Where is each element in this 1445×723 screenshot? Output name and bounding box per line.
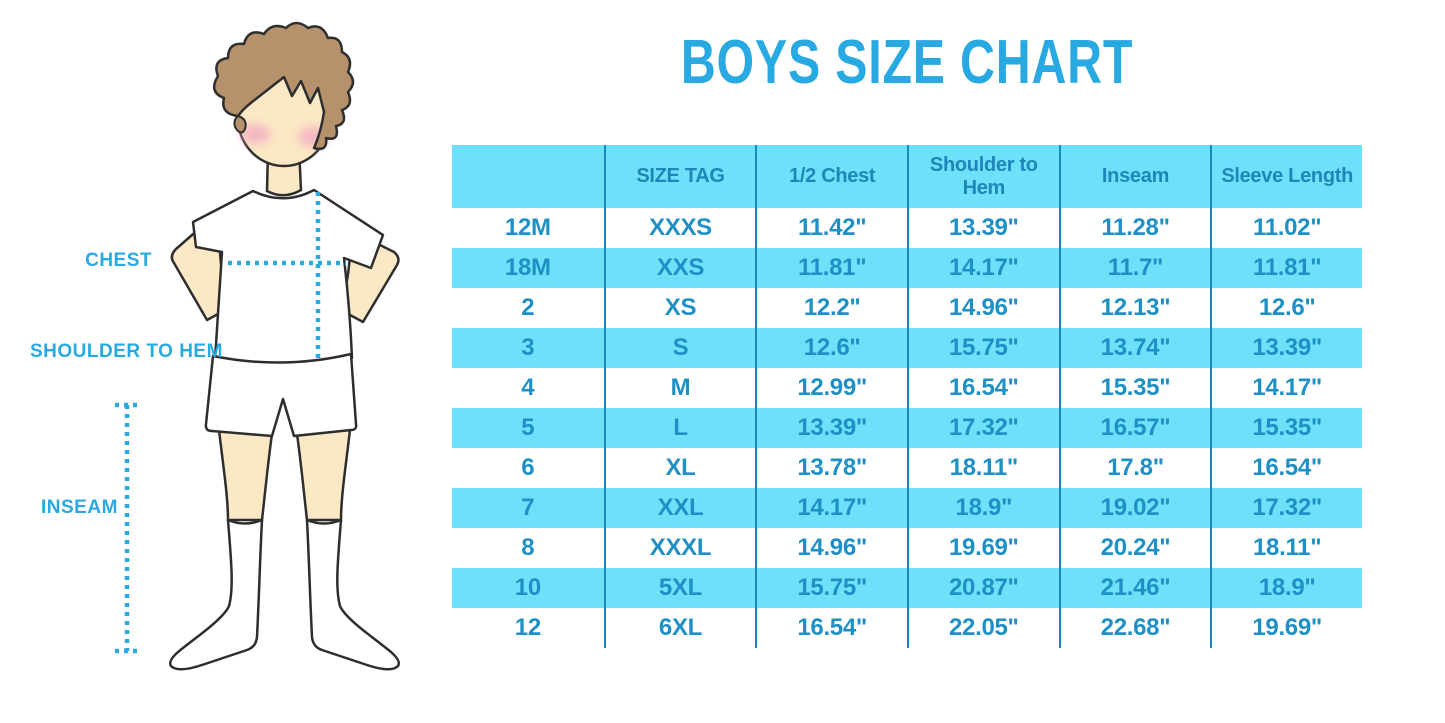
measurement-cell: 15.35" xyxy=(1059,368,1211,408)
measurement-cell: 15.75" xyxy=(755,568,907,608)
measurement-cell: 13.39" xyxy=(1210,328,1362,368)
measurement-cell: 13.78" xyxy=(755,448,907,488)
table-header-row: SIZE TAG 1/2 Chest Shoulder to Hem Insea… xyxy=(452,145,1362,208)
measurement-cell: 20.87" xyxy=(907,568,1059,608)
shorts xyxy=(206,354,356,436)
table-row: 18MXXS11.81"14.17"11.7"11.81" xyxy=(452,248,1362,288)
right-leg xyxy=(297,430,350,520)
size-cell: 2 xyxy=(452,288,604,328)
table-row: 5L13.39"17.32"16.57"15.35" xyxy=(452,408,1362,448)
size-cell: 18M xyxy=(452,248,604,288)
measurement-cell: 17.8" xyxy=(1059,448,1211,488)
measurement-cell: S xyxy=(604,328,756,368)
measurement-cell: XXXL xyxy=(604,528,756,568)
measurement-cell: 22.05" xyxy=(907,608,1059,648)
header-cell-shoulder-hem: Shoulder to Hem xyxy=(907,145,1059,208)
left-leg xyxy=(219,430,272,520)
measurement-cell: 18.9" xyxy=(1210,568,1362,608)
measurement-cell: XL xyxy=(604,448,756,488)
measurement-cell: 18.11" xyxy=(1210,528,1362,568)
size-cell: 6 xyxy=(452,448,604,488)
shoulder-to-hem-label: SHOULDER TO HEM xyxy=(30,341,223,363)
measurement-cell: 11.02" xyxy=(1210,208,1362,248)
measurement-cell: XS xyxy=(604,288,756,328)
measurement-cell: 14.96" xyxy=(907,288,1059,328)
measurement-cell: XXL xyxy=(604,488,756,528)
measurement-cell: 19.69" xyxy=(907,528,1059,568)
table-body: 12MXXXS11.42"13.39"11.28"11.02"18MXXS11.… xyxy=(452,208,1362,648)
measurement-cell: 17.32" xyxy=(907,408,1059,448)
header-cell-size-tag: SIZE TAG xyxy=(604,145,756,208)
size-cell: 3 xyxy=(452,328,604,368)
measurement-cell: 12.2" xyxy=(755,288,907,328)
measurement-cell: 11.28" xyxy=(1059,208,1211,248)
measurement-cell: 21.46" xyxy=(1059,568,1211,608)
measurement-cell: 15.35" xyxy=(1210,408,1362,448)
table-row: 2XS12.2"14.96"12.13"12.6" xyxy=(452,288,1362,328)
size-cell: 5 xyxy=(452,408,604,448)
measurement-cell: 13.74" xyxy=(1059,328,1211,368)
measurement-cell: XXS xyxy=(604,248,756,288)
measurement-cell: L xyxy=(604,408,756,448)
measurement-cell: 19.02" xyxy=(1059,488,1211,528)
measurement-cell: 12.13" xyxy=(1059,288,1211,328)
hair-side-lock xyxy=(234,116,245,133)
measurement-cell: 16.57" xyxy=(1059,408,1211,448)
header-cell-half-chest: 1/2 Chest xyxy=(755,145,907,208)
size-cell: 10 xyxy=(452,568,604,608)
measurement-cell: 14.17" xyxy=(907,248,1059,288)
table-row: 12MXXXS11.42"13.39"11.28"11.02" xyxy=(452,208,1362,248)
header-cell-size xyxy=(452,145,604,208)
measurement-cell: 18.11" xyxy=(907,448,1059,488)
table-row: 8XXXL14.96"19.69"20.24"18.11" xyxy=(452,528,1362,568)
table-row: 3S12.6"15.75"13.74"13.39" xyxy=(452,328,1362,368)
measurement-cell: 12.6" xyxy=(1210,288,1362,328)
size-cell: 8 xyxy=(452,528,604,568)
table-row: 126XL16.54"22.05"22.68"19.69" xyxy=(452,608,1362,648)
measurement-cell: M xyxy=(604,368,756,408)
measurement-cell: 13.39" xyxy=(907,208,1059,248)
measurement-cell: 16.54" xyxy=(755,608,907,648)
table-row: 105XL15.75"20.87"21.46"18.9" xyxy=(452,568,1362,608)
measurement-cell: 11.81" xyxy=(755,248,907,288)
table-row: 4M12.99"16.54"15.35"14.17" xyxy=(452,368,1362,408)
measurement-cell: 17.32" xyxy=(1210,488,1362,528)
size-cell: 12M xyxy=(452,208,604,248)
measurement-cell: 14.17" xyxy=(1210,368,1362,408)
measurement-cell: 18.9" xyxy=(907,488,1059,528)
page-title: BOYS SIZE CHART xyxy=(552,34,1262,92)
measurement-cell: 14.17" xyxy=(755,488,907,528)
header-cell-sleeve: Sleeve Length xyxy=(1210,145,1362,208)
measurement-cell: 11.7" xyxy=(1059,248,1211,288)
left-sock xyxy=(170,520,262,669)
measurement-cell: 12.6" xyxy=(755,328,907,368)
boys-size-chart-page: CHEST SHOULDER TO HEM INSEAM BOYS SIZE C… xyxy=(0,0,1445,723)
measurement-cell: 12.99" xyxy=(755,368,907,408)
measurement-cell: 13.39" xyxy=(755,408,907,448)
measurement-cell: 11.81" xyxy=(1210,248,1362,288)
measurement-cell: 16.54" xyxy=(1210,448,1362,488)
measurement-cell: 15.75" xyxy=(907,328,1059,368)
measurement-cell: 5XL xyxy=(604,568,756,608)
chest-label: CHEST xyxy=(30,250,152,272)
measurement-cell: 14.96" xyxy=(755,528,907,568)
inseam-label: INSEAM xyxy=(41,497,118,519)
measurement-cell: 6XL xyxy=(604,608,756,648)
table-row: 7XXL14.17"18.9"19.02"17.32" xyxy=(452,488,1362,528)
measurement-cell: 16.54" xyxy=(907,368,1059,408)
measurement-cell: XXXS xyxy=(604,208,756,248)
size-cell: 12 xyxy=(452,608,604,648)
size-cell: 4 xyxy=(452,368,604,408)
measurement-cell: 20.24" xyxy=(1059,528,1211,568)
right-sock xyxy=(307,520,399,669)
size-cell: 7 xyxy=(452,488,604,528)
table-row: 6XL13.78"18.11"17.8"16.54" xyxy=(452,448,1362,488)
measurement-cell: 19.69" xyxy=(1210,608,1362,648)
header-cell-inseam: Inseam xyxy=(1059,145,1211,208)
size-table: SIZE TAG 1/2 Chest Shoulder to Hem Insea… xyxy=(452,145,1362,648)
measurement-cell: 22.68" xyxy=(1059,608,1211,648)
measurement-cell: 11.42" xyxy=(755,208,907,248)
